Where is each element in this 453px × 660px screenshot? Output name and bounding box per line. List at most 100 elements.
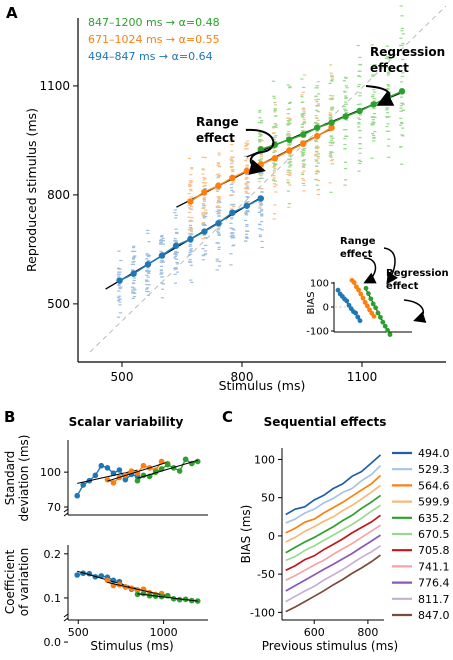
raw-trial-point: [188, 259, 192, 261]
raw-trial-point: [175, 271, 180, 273]
raw-trial-point: [216, 201, 220, 204]
raw-trial-point: [273, 204, 277, 206]
raw-trial-point: [343, 143, 347, 146]
raw-trial-point: [159, 236, 164, 238]
raw-trial-point: [288, 174, 292, 177]
raw-trial-point: [372, 113, 377, 115]
panel-b-point: [98, 462, 105, 469]
raw-trial-point: [286, 181, 290, 183]
raw-trial-point: [203, 211, 207, 214]
raw-trial-point: [315, 165, 319, 167]
raw-trial-point: [300, 96, 304, 98]
raw-trial-point: [244, 240, 248, 242]
raw-trial-point: [400, 75, 405, 77]
raw-trial-point: [287, 203, 291, 205]
panel-b-point: [122, 476, 129, 483]
panel-c-x-tick-label: 600: [304, 626, 325, 639]
raw-trial-point: [358, 64, 363, 66]
raw-trial-point: [132, 295, 137, 298]
raw-trial-point: [329, 154, 333, 156]
raw-trial-point: [201, 238, 205, 240]
raw-trial-point: [273, 101, 277, 104]
legend-label: 670.5: [418, 528, 450, 541]
raw-trial-point: [328, 155, 332, 157]
panel-b-bottom-ylabel: Coefficientof variation: [3, 548, 31, 616]
raw-trial-point: [329, 107, 334, 109]
axis-break-mark: [63, 613, 69, 622]
raw-trial-point: [231, 191, 236, 193]
raw-trial-point: [159, 270, 163, 272]
raw-trial-point: [229, 222, 233, 224]
raw-trial-point: [329, 94, 333, 97]
raw-trial-point: [230, 189, 234, 192]
raw-trial-point: [271, 136, 276, 138]
raw-trial-point: [187, 157, 191, 160]
raw-trial-point: [288, 101, 292, 103]
raw-trial-point: [232, 205, 236, 208]
legend-entry-green: 847–1200 ms → α=0.48: [88, 16, 220, 29]
raw-trial-point: [273, 104, 278, 106]
inset-point: [378, 314, 383, 320]
raw-trial-point: [314, 115, 318, 117]
raw-trial-point: [314, 155, 318, 157]
raw-trial-point: [272, 126, 276, 128]
raw-trial-point: [203, 177, 207, 180]
raw-trial-point: [272, 169, 277, 171]
raw-trial-point: [328, 112, 332, 114]
raw-trial-point: [289, 164, 293, 166]
panel-b-fit-line: [137, 459, 198, 479]
raw-trial-point: [258, 173, 262, 175]
raw-trial-point: [188, 224, 193, 226]
raw-trial-point: [287, 102, 292, 104]
inset-ylabel: BIAS: [306, 292, 317, 315]
raw-trial-point: [343, 76, 348, 78]
raw-trial-point: [399, 81, 404, 83]
raw-trial-point: [132, 279, 136, 282]
panel-b-point: [104, 577, 111, 584]
mean-point: [300, 131, 307, 138]
raw-trial-point: [189, 174, 193, 176]
raw-trial-point: [230, 143, 234, 146]
raw-trial-point: [330, 98, 334, 100]
panel-b-point: [116, 467, 123, 473]
raw-trial-point: [117, 275, 121, 277]
panel-b-title: Scalar variability: [69, 415, 184, 429]
raw-trial-point: [258, 135, 262, 138]
raw-trial-point: [204, 244, 208, 247]
raw-trial-point: [159, 250, 163, 252]
raw-trial-point: [316, 146, 320, 148]
raw-trial-point: [215, 258, 219, 260]
raw-trial-point: [330, 163, 335, 165]
panel-b-point: [104, 465, 111, 471]
raw-trial-point: [301, 117, 305, 119]
raw-trial-point: [272, 97, 277, 99]
raw-trial-point: [330, 108, 335, 110]
raw-trial-point: [246, 143, 250, 145]
panel-c-xlabel: Previous stimulus (ms): [262, 639, 398, 653]
raw-trial-point: [359, 103, 363, 105]
raw-trial-point: [373, 64, 377, 66]
panel-b-fit-line: [107, 581, 168, 597]
raw-trial-point: [358, 152, 362, 154]
raw-trial-point: [229, 183, 234, 185]
mean-point: [144, 261, 152, 268]
raw-trial-point: [272, 138, 276, 140]
raw-trial-point: [260, 240, 264, 242]
raw-trial-point: [189, 234, 193, 236]
raw-trial-point: [244, 183, 248, 185]
raw-trial-point: [245, 174, 249, 176]
raw-trial-point: [174, 240, 178, 242]
raw-trial-point: [229, 253, 233, 255]
raw-trial-point: [370, 116, 375, 118]
raw-trial-point: [144, 279, 149, 281]
raw-trial-point: [371, 137, 376, 139]
raw-trial-point: [131, 282, 136, 285]
panel-b-point: [74, 572, 81, 578]
raw-trial-point: [259, 201, 263, 203]
raw-trial-point: [260, 215, 264, 217]
raw-trial-point: [201, 247, 205, 250]
raw-trial-point: [372, 108, 376, 110]
raw-trial-point: [245, 237, 249, 239]
raw-trial-point: [330, 137, 334, 139]
raw-trial-point: [301, 101, 305, 103]
